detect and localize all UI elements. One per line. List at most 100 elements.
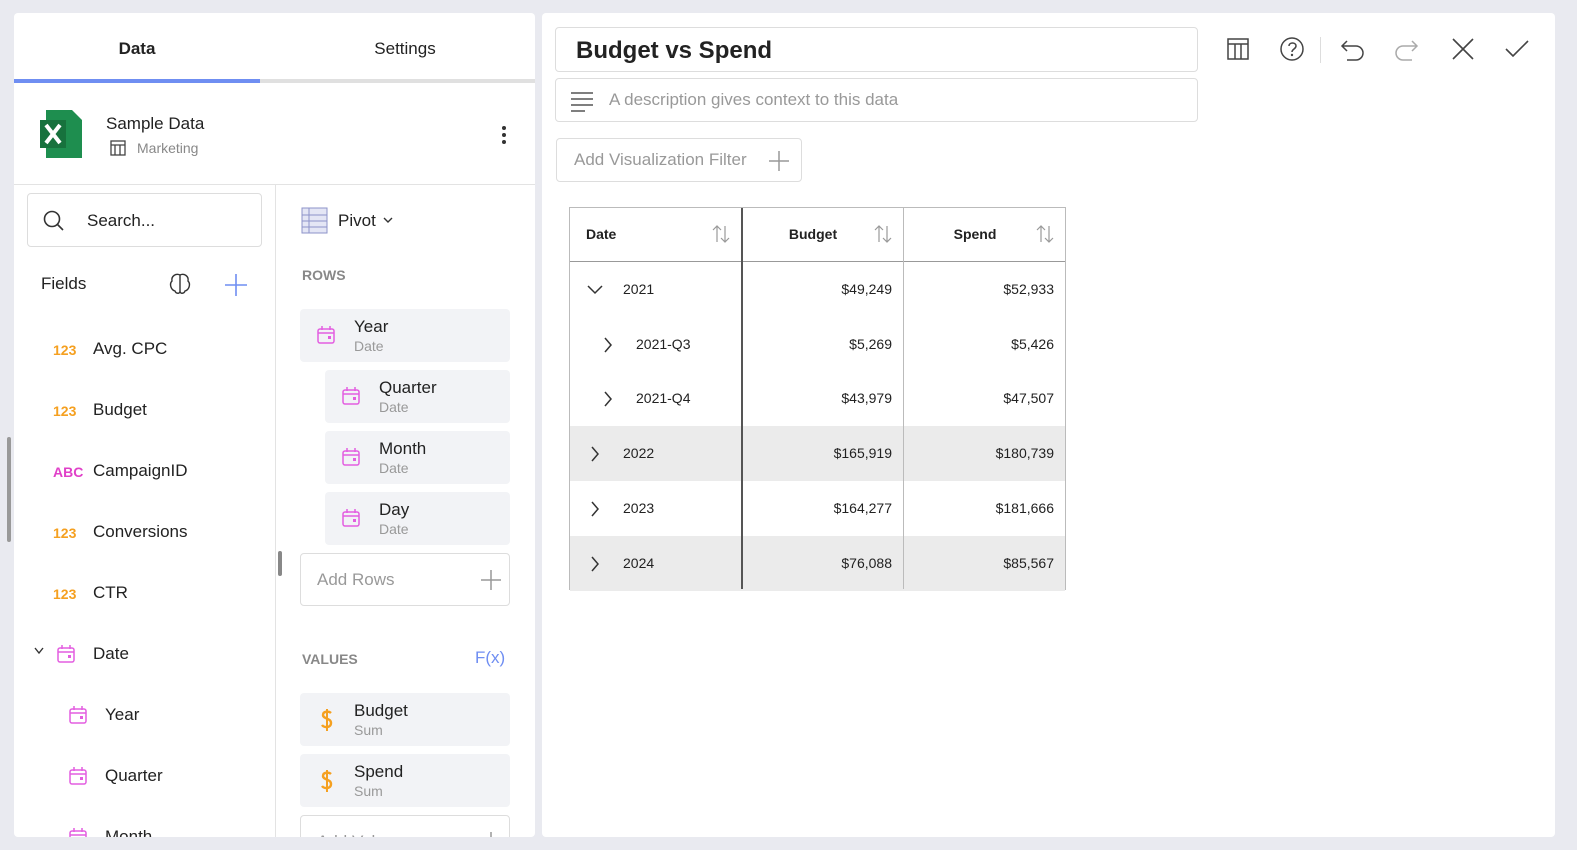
filter-button[interactable]: Add Visualization Filter <box>556 138 802 182</box>
field[interactable]: CTR <box>93 583 128 602</box>
description-placeholder: A description gives context to this data <box>609 90 899 109</box>
field[interactable]: Conversions <box>93 522 188 541</box>
pivot-field[interactable]: Day Date <box>325 492 510 545</box>
field[interactable]: Avg. CPC <box>93 339 168 358</box>
expand-chevron[interactable] <box>591 501 599 517</box>
close[interactable] <box>1452 38 1474 60</box>
cell: $43,979 <box>841 390 892 407</box>
pivot-field-sub: Sum <box>354 722 383 738</box>
menu-dots[interactable] <box>502 125 506 145</box>
calendar-icon <box>69 706 87 724</box>
table-row: 2021-Q4 $43,979 $47,507 <box>570 371 1065 427</box>
field-type: 123 <box>53 525 77 541</box>
add-label: Add Rows <box>317 570 395 589</box>
calendar-icon <box>342 509 360 527</box>
pivot-field-name: Budget <box>354 701 408 720</box>
fx-button[interactable]: F(x) <box>475 648 506 667</box>
expand-chevron[interactable] <box>604 337 612 353</box>
dollar-icon <box>321 770 333 792</box>
description-box[interactable]: A description gives context to this data <box>555 78 1198 122</box>
title-box[interactable]: Budget vs Spend <box>555 27 1198 72</box>
cell: 2024 <box>623 554 655 571</box>
confirm[interactable] <box>1505 38 1529 60</box>
expand-chevron[interactable] <box>604 391 612 407</box>
table-row: 2024 $76,088 $85,567 <box>570 535 1065 591</box>
calendar-icon <box>57 645 75 663</box>
pivot-field-name: Day <box>379 500 410 519</box>
help[interactable] <box>1280 37 1304 61</box>
table-row: 2023 $164,277 $181,666 <box>570 480 1065 536</box>
pivot-field[interactable]: Quarter Date <box>325 370 510 423</box>
field[interactable]: Year <box>105 705 140 724</box>
cell: $180,739 <box>995 445 1054 462</box>
cell: $47,507 <box>1003 390 1054 407</box>
add-label: Add Values <box>317 832 403 837</box>
left-panel: Data Settings Sample Data Marketing Search..… <box>14 13 535 837</box>
pivot-field-sub: Date <box>379 460 409 476</box>
column-header[interactable]: Spend <box>953 226 997 242</box>
calendar-icon <box>342 387 360 405</box>
expand-chevron[interactable] <box>591 446 599 462</box>
sort-icon[interactable] <box>874 224 892 244</box>
field-type: 123 <box>53 342 77 358</box>
field[interactable]: Budget <box>93 400 147 419</box>
sort-icon[interactable] <box>1036 224 1054 244</box>
pivot-field-name: Month <box>379 439 427 458</box>
grid-toggle[interactable] <box>1227 38 1249 60</box>
tab[interactable]: Data <box>118 39 156 58</box>
source-table: Marketing <box>137 140 199 156</box>
table-row: 2022 $165,919 $180,739 <box>570 426 1065 482</box>
field-type: 123 <box>53 586 77 602</box>
field[interactable]: Date <box>93 644 129 663</box>
brain-icon[interactable] <box>168 272 192 296</box>
column-header[interactable]: Date <box>586 226 617 242</box>
pivot-field[interactable]: Spend Sum <box>300 754 510 807</box>
cell: 2023 <box>623 499 655 516</box>
cell: $165,919 <box>833 445 892 462</box>
cell: 2021-Q4 <box>636 390 691 407</box>
chevron[interactable] <box>34 647 44 655</box>
table-row: 2021 $49,249 $52,933 <box>570 262 1065 317</box>
cell: $164,277 <box>833 499 892 516</box>
field-type: 123 <box>53 403 77 419</box>
add-field[interactable] <box>224 273 248 297</box>
section-title: VALUES <box>302 651 358 667</box>
pivot-field-name: Year <box>354 317 389 336</box>
toolbar-separator <box>1320 37 1321 63</box>
pivot-field-sub: Date <box>379 399 409 415</box>
header-border <box>570 261 1065 262</box>
cell: $85,567 <box>1003 554 1054 571</box>
expand-chevron[interactable] <box>591 556 599 572</box>
search-box[interactable]: Search... <box>27 193 262 247</box>
sort-icon[interactable] <box>712 224 730 244</box>
scrollbar <box>7 437 11 542</box>
column-header[interactable]: Budget <box>788 226 838 242</box>
viz-title: Budget vs Spend <box>576 37 773 64</box>
pivot-label[interactable]: Pivot <box>338 211 376 230</box>
pivot-field[interactable]: Budget Sum <box>300 693 510 746</box>
field[interactable]: Month <box>105 827 153 837</box>
tab-indicator-track <box>260 79 535 83</box>
cell: $76,088 <box>841 554 892 571</box>
field[interactable]: Quarter <box>105 766 163 785</box>
cell: 2022 <box>623 445 655 462</box>
expand-chevron[interactable] <box>587 285 603 295</box>
redo[interactable] <box>1395 38 1419 61</box>
calendar-icon <box>69 767 87 785</box>
dropdown[interactable] <box>383 217 393 224</box>
pivot-field[interactable]: Month Date <box>325 431 510 484</box>
table-icon <box>110 140 126 156</box>
tab[interactable]: Settings <box>374 39 436 58</box>
cell: $181,666 <box>995 499 1054 516</box>
dollar-icon <box>321 709 333 731</box>
field-type: ABC <box>53 464 84 480</box>
plus-icon <box>769 151 789 171</box>
pivot-field-name: Quarter <box>379 378 437 397</box>
add-button[interactable]: Add Rows <box>300 553 510 606</box>
pivot-field[interactable]: Year Date <box>300 309 510 362</box>
undo[interactable] <box>1340 38 1364 61</box>
field[interactable]: CampaignID <box>93 461 188 480</box>
search-placeholder: Search... <box>87 211 156 230</box>
add-button[interactable]: Add Values <box>300 815 510 837</box>
